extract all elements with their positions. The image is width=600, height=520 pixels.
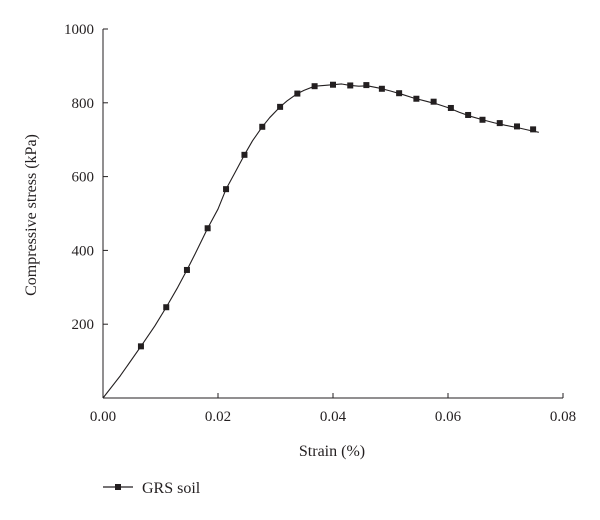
y-tick-label: 400 xyxy=(72,243,95,259)
data-point-marker xyxy=(347,82,354,89)
data-point-marker xyxy=(530,126,537,133)
data-point-marker xyxy=(311,83,318,90)
data-point-marker xyxy=(294,90,301,97)
data-point-marker xyxy=(363,82,370,89)
data-point-marker xyxy=(396,90,403,97)
data-point-marker xyxy=(496,120,503,127)
x-tick-label: 0.00 xyxy=(90,409,116,425)
x-axis-title: Strain (%) xyxy=(299,443,365,460)
y-tick-label: 600 xyxy=(72,170,95,186)
data-point-marker xyxy=(465,111,472,118)
series-layer xyxy=(102,81,539,399)
y-tick-label: 800 xyxy=(72,96,95,112)
legend: GRS soil xyxy=(103,480,201,497)
y-tick-label: 200 xyxy=(72,317,95,333)
data-point-marker xyxy=(447,104,454,111)
x-tick-label: 0.06 xyxy=(435,409,462,425)
data-point-marker xyxy=(259,123,266,130)
data-point-marker xyxy=(330,81,336,88)
x-tick-label: 0.08 xyxy=(550,409,576,425)
data-point-marker xyxy=(514,123,520,130)
y-axis-title: Compressive stress (kPa) xyxy=(23,134,40,296)
x-tick-label: 0.04 xyxy=(320,409,347,425)
data-point-marker xyxy=(378,85,385,92)
data-point-marker xyxy=(277,103,284,110)
series-line-grs-soil xyxy=(102,83,539,399)
data-point-marker xyxy=(241,151,248,158)
data-point-marker xyxy=(413,95,420,102)
x-tick-label: 0.02 xyxy=(205,409,231,425)
data-point-marker xyxy=(183,266,190,273)
y-tick-label: 1000 xyxy=(64,22,94,38)
data-point-marker xyxy=(204,225,211,232)
data-point-marker xyxy=(137,343,144,350)
axis-ticks: 0.00 0.02 0.04 0.06 0.08 200 400 600 800 1000 xyxy=(64,22,576,425)
legend-label-grs-soil: GRS soil xyxy=(142,480,201,497)
legend-marker xyxy=(115,484,121,490)
data-point-marker xyxy=(163,304,170,311)
data-point-marker xyxy=(479,116,486,123)
data-point-marker xyxy=(223,186,230,193)
data-point-marker xyxy=(430,98,437,105)
